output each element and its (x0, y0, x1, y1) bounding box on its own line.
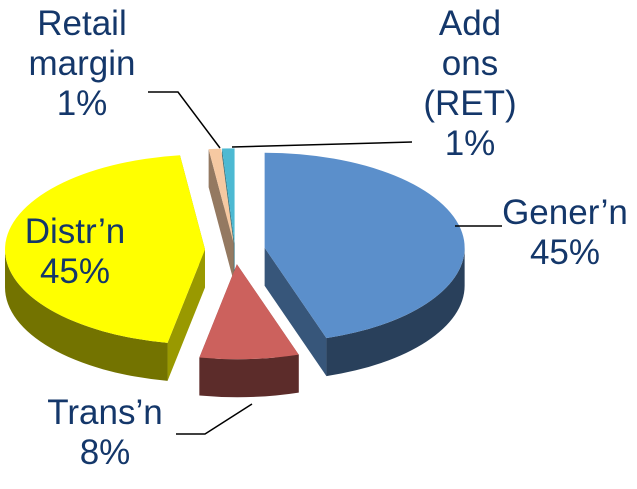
slice-label: Distr’n 45% (5, 212, 145, 292)
slice-value: 1% (56, 84, 108, 123)
slice-cut (167, 249, 206, 381)
slice-value: 1% (444, 124, 496, 163)
slice (264, 152, 465, 377)
leader-line (148, 91, 221, 149)
slice-top (222, 148, 235, 244)
slice-cut (208, 149, 234, 282)
slice-cut (264, 247, 327, 377)
slice-label: Add ons (RET) 1% (410, 4, 530, 164)
slice-name: Retail margin (28, 4, 136, 83)
slices (5, 148, 465, 398)
slice-side (5, 249, 168, 381)
slice-top (208, 148, 234, 244)
slice-top (199, 264, 299, 360)
slice-name: Add ons (RET) (423, 4, 517, 123)
slice-value: 45% (39, 252, 111, 291)
slice (199, 264, 299, 398)
slice (5, 155, 206, 381)
slice-label: Retail margin 1% (12, 4, 152, 124)
slice-name: Gener’n (502, 193, 628, 232)
leader-lines (148, 91, 502, 435)
slice-side (199, 354, 299, 398)
slice-name: Distr’n (24, 212, 126, 251)
leader-line (176, 403, 253, 435)
slice-value: 8% (79, 433, 131, 472)
leader-line (231, 141, 413, 148)
slice-label: Trans’n 8% (20, 393, 190, 473)
slice-top (5, 155, 206, 343)
slice-label: Gener’n 45% (495, 193, 635, 273)
slice-top (264, 152, 465, 339)
slice (208, 148, 234, 282)
slice-name: Trans’n (47, 393, 163, 432)
slice-value: 45% (529, 233, 601, 272)
slice-side (326, 247, 465, 377)
